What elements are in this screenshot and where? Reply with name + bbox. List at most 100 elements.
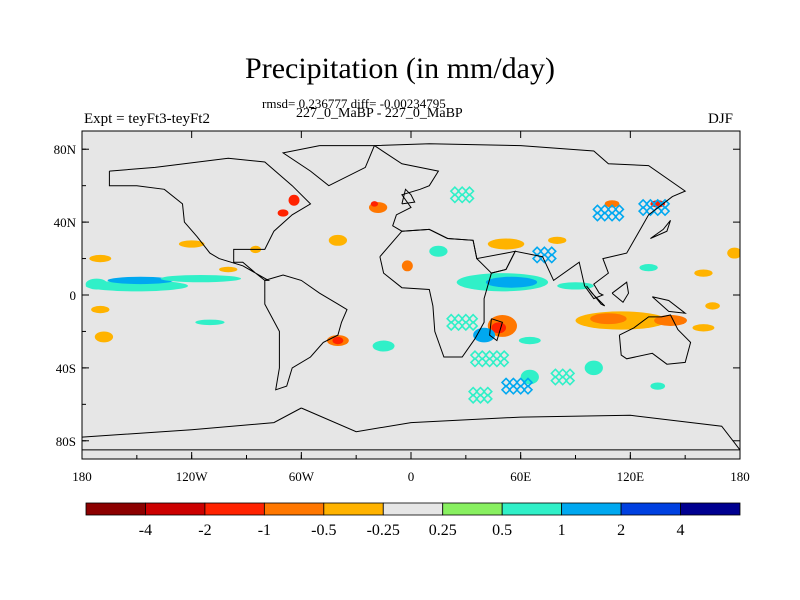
colorbar-label: -1	[258, 522, 271, 539]
precip-diamond	[468, 313, 479, 324]
x-tick-label: 120W	[176, 469, 209, 484]
precip-region	[727, 247, 740, 259]
precip-diamond	[599, 204, 610, 215]
colorbar-swatch	[620, 502, 681, 516]
precip-diamond	[482, 393, 493, 404]
precip-diamond	[499, 350, 510, 361]
coastline	[586, 285, 606, 307]
precip-diamond	[464, 193, 475, 204]
colorbar-swatch	[85, 502, 146, 516]
x-tick-label: 60E	[510, 469, 531, 484]
precip-diamond	[546, 253, 557, 264]
precip-region	[85, 278, 108, 290]
precip-diamond	[637, 198, 649, 210]
precip-diamond	[475, 393, 486, 404]
coastline	[401, 188, 416, 205]
x-tick-label: 0	[408, 469, 415, 484]
coastline	[108, 157, 312, 281]
colorbar-label: 2	[617, 522, 625, 539]
precip-region	[328, 234, 348, 246]
precip-diamond	[460, 320, 471, 332]
precip-region	[604, 200, 620, 208]
precip-diamond	[446, 320, 457, 332]
precip-diamond	[500, 384, 512, 395]
precip-diamond	[531, 253, 543, 264]
precip-diamond	[446, 313, 457, 324]
precip-diamond	[522, 377, 534, 388]
colorbar-label: 4	[677, 522, 685, 539]
x-tick-label: 60W	[289, 469, 315, 484]
plot-area	[82, 131, 740, 459]
precip-region	[160, 274, 242, 283]
precip-diamond	[484, 350, 495, 361]
coastline	[489, 318, 504, 342]
coastline	[264, 274, 348, 391]
precip-diamond	[468, 320, 479, 332]
precip-diamond	[468, 386, 479, 397]
precip-diamond	[477, 350, 488, 361]
coastline	[379, 228, 517, 358]
colorbar-swatch	[501, 502, 563, 516]
precip-diamond	[659, 206, 671, 217]
precip-diamond	[539, 246, 550, 257]
precip-diamond	[491, 350, 503, 361]
precip-diamond	[550, 375, 561, 386]
precip-diamond	[637, 206, 649, 217]
colorbar-label: 0.5	[492, 522, 512, 539]
precip-region	[288, 194, 300, 206]
precip-diamond	[659, 198, 671, 210]
precip-diamond	[515, 384, 526, 395]
precip-diamond	[469, 350, 481, 361]
precip-diamond	[449, 186, 460, 197]
precip-region	[705, 302, 720, 310]
coastline	[618, 314, 692, 365]
precip-region	[219, 266, 238, 273]
precip-region	[650, 200, 666, 208]
precip-diamond	[457, 186, 468, 197]
precip-region	[94, 331, 114, 343]
y-tick-label: 0	[70, 288, 77, 303]
x-tick-label: 180	[72, 469, 92, 484]
precip-region	[487, 238, 525, 250]
precip-diamond	[522, 384, 534, 395]
precip-diamond	[469, 357, 481, 368]
y-tick-label: 80N	[54, 142, 77, 157]
precip-region	[332, 336, 344, 345]
precip-region	[584, 360, 603, 376]
precip-diamond	[614, 211, 625, 222]
colorbar-swatch	[323, 502, 384, 516]
precip-diamond	[491, 357, 503, 368]
precip-region	[639, 264, 658, 272]
colorbar: -4 -2 -1 -0.5 -0.25 0.25 0.5 1 2 4	[85, 502, 741, 539]
precip-diamond	[564, 368, 576, 379]
axes: 180 120W 60W 0 60E 120E 180 80N 40N 0 40S 80S	[54, 130, 750, 484]
precip-region	[654, 315, 687, 326]
chart-subtitle: 227_0_MaBP - 227_0_MaBP	[296, 106, 463, 121]
precip-diamond	[499, 357, 510, 368]
precip-diamond	[550, 368, 561, 379]
precip-diamond	[606, 211, 618, 222]
precip-diamond	[508, 384, 519, 395]
stats-line: rmsd= 0.236777 diff= -0.00234795	[262, 96, 446, 111]
x-tick-label: 180	[730, 469, 750, 484]
coastline	[281, 145, 376, 187]
precip-diamond	[468, 393, 479, 404]
precip-diamond	[614, 204, 625, 215]
precip-diamond	[606, 204, 618, 215]
coastline	[82, 407, 740, 451]
precip-diamond	[457, 193, 468, 204]
precip-region	[548, 236, 567, 244]
plot-background	[82, 131, 740, 459]
precip-region	[372, 340, 395, 352]
colorbar-label: 1	[558, 522, 566, 539]
coastline	[650, 219, 671, 239]
precip-region	[370, 201, 379, 207]
precip-region	[590, 313, 627, 325]
precip-diamond	[484, 357, 495, 368]
y-tick-label: 40S	[56, 361, 76, 376]
precip-region	[195, 319, 225, 326]
colorbar-swatch	[680, 502, 741, 516]
precip-diamond	[482, 386, 493, 397]
precip-diamond	[592, 211, 603, 222]
